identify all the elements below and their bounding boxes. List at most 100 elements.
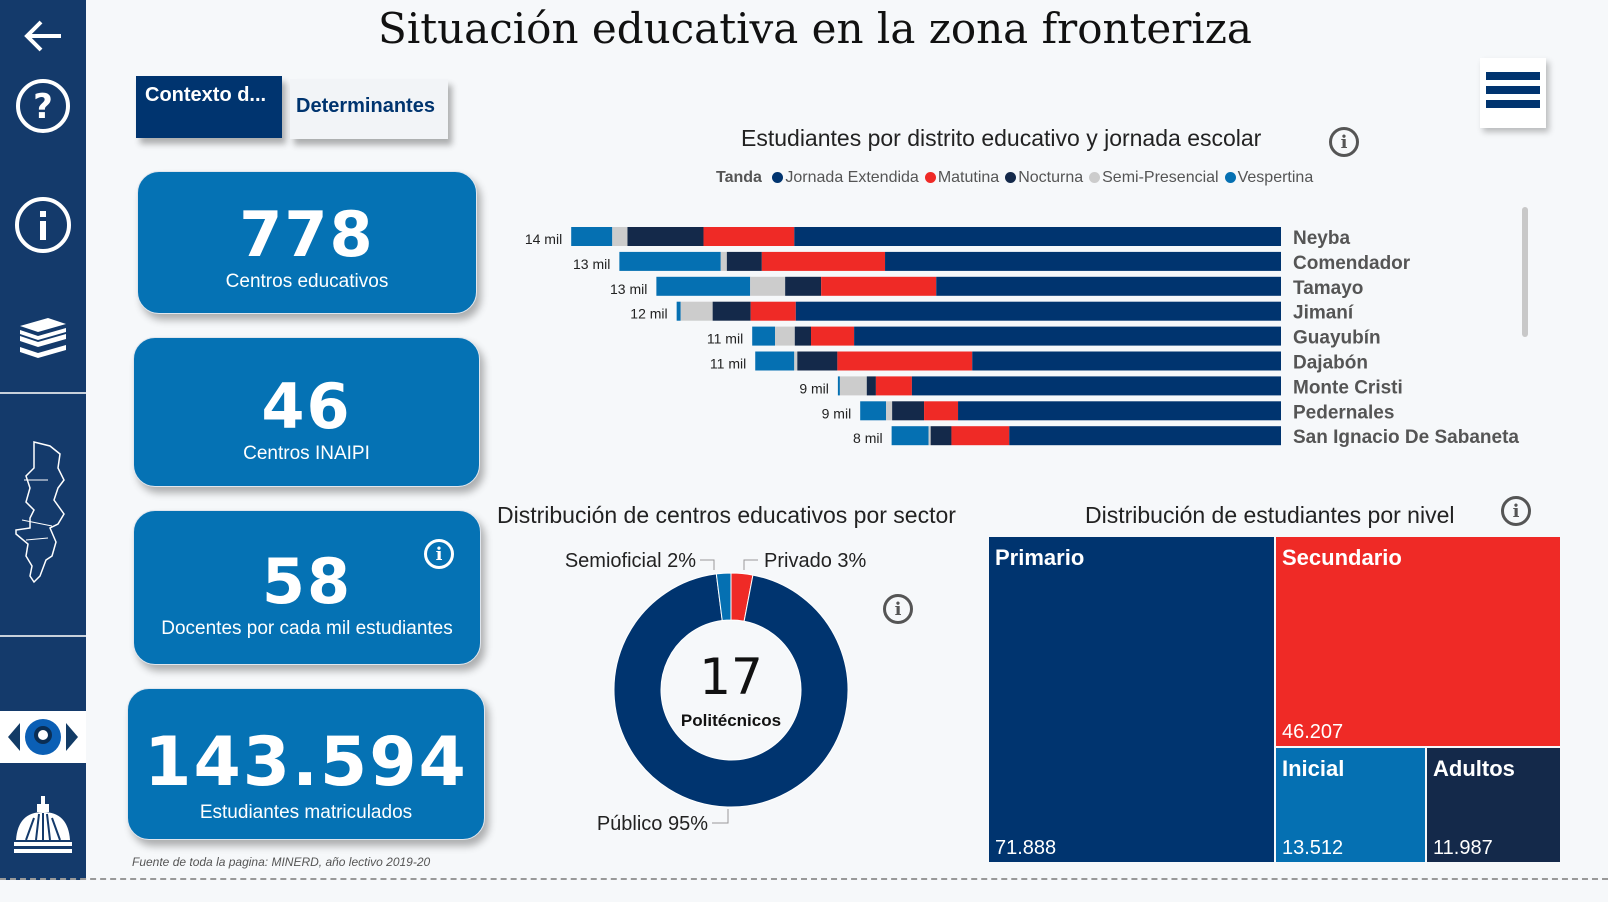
legend-item-3[interactable]: Semi-Presencial	[1102, 169, 1219, 186]
bar-segment-semi-presencial[interactable]	[720, 251, 727, 271]
leader-line	[712, 809, 729, 824]
bar-category-label: Tamayo	[1293, 278, 1363, 299]
bar-segment-semi-presencial[interactable]	[928, 426, 931, 446]
kpi-label: Estudiantes matriculados	[199, 802, 413, 823]
bar-segment-nocturna[interactable]	[892, 401, 925, 421]
bar-segment-matutina[interactable]	[811, 326, 855, 346]
info-icon[interactable]: i	[1501, 496, 1531, 526]
bar-segment-nocturna[interactable]	[866, 376, 876, 396]
bar-segment-vespertina[interactable]	[755, 351, 795, 371]
svg-text:?: ?	[33, 87, 53, 127]
legend-item-0[interactable]: Jornada Extendida	[785, 169, 919, 186]
donut-chart: Semioficial 2% Privado 3% Público 95% 17 Pol…	[565, 550, 867, 835]
treemap-cell-inicial[interactable]: Inicial 13.512	[1276, 748, 1425, 862]
border-map-icon[interactable]	[0, 440, 86, 600]
bar-segment-semi-presencial[interactable]	[612, 227, 628, 246]
government-dome-icon	[0, 796, 86, 854]
menu-button[interactable]	[1480, 58, 1546, 128]
donut-slice-semioficial[interactable]	[715, 572, 732, 622]
kpi-label: Docentes por cada mil estudiantes	[161, 618, 453, 639]
legend-dot	[1089, 172, 1101, 183]
bar-segment-semi-presencial[interactable]	[886, 401, 893, 421]
bar-segment-nocturna[interactable]	[785, 276, 822, 296]
leader-line	[743, 559, 758, 570]
bar-segment-vespertina[interactable]	[571, 227, 613, 246]
legend-item-4[interactable]: Vespertina	[1237, 169, 1314, 186]
bar-segment-vespertina[interactable]	[656, 276, 751, 296]
bar-segment-matutina[interactable]	[837, 351, 973, 371]
bar-total-label: 8 mil	[853, 430, 883, 446]
kpi-estudiantes: 143.594 Estudiantes matriculados	[127, 688, 485, 840]
info-icon[interactable]	[0, 196, 86, 254]
legend-item-1[interactable]: Matutina	[937, 169, 1000, 186]
bar-segment-nocturna[interactable]	[726, 251, 762, 271]
bar-segment-nocturna[interactable]	[794, 326, 812, 346]
kpi-label: Centros INAIPI	[243, 443, 370, 464]
bar-segment-jornada-extendida[interactable]	[972, 351, 1281, 371]
bar-segment-jornada-extendida[interactable]	[854, 326, 1281, 346]
info-icon[interactable]: i	[1329, 127, 1359, 157]
bar-segment-jornada-extendida[interactable]	[795, 301, 1281, 321]
bar-segment-matutina[interactable]	[750, 301, 796, 321]
bar-chart-title: Estudiantes por distrito educativo y jor…	[741, 125, 1262, 151]
help-icon[interactable]: ?	[0, 78, 86, 134]
bar-total-label: 11 mil	[707, 331, 743, 347]
observatory-logo[interactable]	[0, 711, 86, 763]
bar-category-label: Guayubín	[1293, 328, 1381, 349]
treemap-cell-primario[interactable]: Primario 71.888	[989, 537, 1274, 862]
bar-segment-vespertina[interactable]	[752, 326, 776, 346]
bar-segment-nocturna[interactable]	[627, 227, 704, 246]
donut-label-semioficial: Semioficial 2%	[565, 550, 696, 572]
tab-contexto[interactable]: Contexto d...	[136, 76, 282, 138]
bar-segment-matutina[interactable]	[924, 401, 959, 421]
bar-segment-matutina[interactable]	[875, 376, 912, 396]
cell-value: 46.207	[1282, 721, 1344, 743]
kpi-centros-inaipi: 46 Centros INAIPI	[133, 337, 480, 487]
bar-segment-matutina[interactable]	[951, 426, 1010, 446]
bar-segment-semi-presencial[interactable]	[839, 376, 867, 396]
bar-segment-nocturna[interactable]	[930, 426, 952, 446]
books-icon[interactable]	[0, 314, 86, 364]
bar-segment-jornada-extendida[interactable]	[1009, 426, 1281, 446]
tab-determinantes[interactable]: Determinantes	[290, 79, 448, 139]
bar-segment-matutina[interactable]	[761, 251, 886, 271]
bar-segment-jornada-extendida[interactable]	[936, 276, 1281, 296]
bar-chart-legend: Tanda Jornada Extendida Matutina Nocturna S…	[716, 169, 1313, 187]
bar-segment-jornada-extendida[interactable]	[794, 227, 1281, 246]
bar-segment-semi-presencial[interactable]	[750, 276, 786, 296]
bar-segment-nocturna[interactable]	[797, 351, 838, 371]
back-arrow-icon[interactable]	[0, 14, 86, 58]
bar-segment-semi-presencial[interactable]	[680, 301, 713, 321]
treemap-cell-secundario[interactable]: Secundario 46.207	[1276, 537, 1560, 746]
info-icon[interactable]: i	[883, 594, 913, 624]
bar-total-label: 13 mil	[610, 281, 647, 297]
legend-item-2[interactable]: Nocturna	[1018, 169, 1084, 186]
scrollbar[interactable]	[1522, 207, 1528, 337]
bar-segment-vespertina[interactable]	[676, 301, 681, 321]
treemap-cell-adultos[interactable]: Adultos 11.987	[1427, 748, 1560, 862]
bar-segment-jornada-extendida[interactable]	[885, 251, 1281, 271]
bar-segment-vespertina[interactable]	[891, 426, 929, 446]
cell-value: 13.512	[1282, 837, 1344, 859]
hamburger-icon	[1486, 72, 1540, 108]
bar-segment-semi-presencial[interactable]	[775, 326, 795, 346]
kpi-value: 58	[261, 545, 353, 618]
info-icon[interactable]: i	[424, 539, 454, 569]
sidebar: ?	[0, 0, 86, 880]
bar-segment-vespertina[interactable]	[860, 401, 887, 421]
donut-chart-title: Distribución de centros educativos por s…	[497, 502, 956, 528]
bar-segment-matutina[interactable]	[821, 276, 937, 296]
bar-segment-jornada-extendida[interactable]	[958, 401, 1281, 421]
bar-total-label: 11 mil	[710, 356, 746, 372]
donut-slice-público[interactable]	[613, 573, 849, 808]
bar-category-label: Neyba	[1293, 228, 1350, 249]
bar-segment-matutina[interactable]	[703, 227, 795, 246]
legend-dot	[1005, 172, 1017, 183]
bar-chart: 14 mil Neyba 13 mil Comendador 13 mil Tamayo 1…	[525, 227, 1519, 448]
bar-segment-semi-presencial[interactable]	[794, 351, 798, 371]
bar-segment-jornada-extendida[interactable]	[911, 376, 1281, 396]
bar-segment-vespertina[interactable]	[619, 251, 721, 271]
bar-segment-nocturna[interactable]	[712, 301, 751, 321]
kpi-value: 143.594	[144, 723, 468, 802]
bar-segment-vespertina[interactable]	[837, 376, 840, 396]
